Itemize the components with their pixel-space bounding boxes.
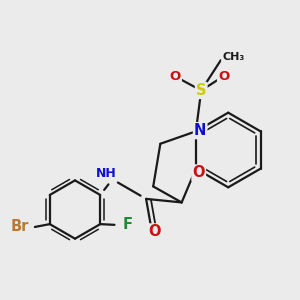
Text: N: N	[194, 123, 206, 138]
Text: O: O	[218, 70, 229, 83]
Text: O: O	[169, 70, 181, 83]
Text: Br: Br	[11, 220, 29, 235]
Text: NH: NH	[96, 167, 116, 181]
Text: CH₃: CH₃	[222, 52, 244, 62]
Text: O: O	[148, 224, 161, 239]
Text: O: O	[193, 165, 205, 180]
Text: S: S	[196, 83, 206, 98]
Text: F: F	[122, 217, 132, 232]
